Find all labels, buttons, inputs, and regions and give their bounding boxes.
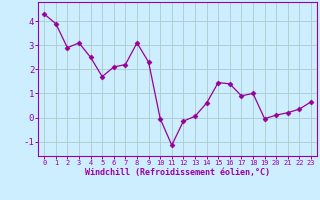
X-axis label: Windchill (Refroidissement éolien,°C): Windchill (Refroidissement éolien,°C) [85,168,270,177]
